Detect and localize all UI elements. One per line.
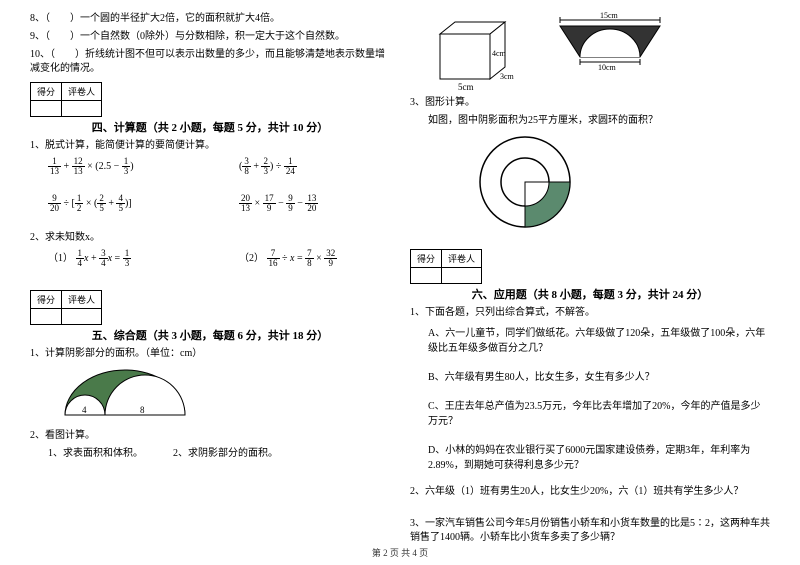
sec6-q2: 2、六年级（1）班有男生20人，比女生少20%，六（1）班共有学生多少人？ <box>410 485 770 499</box>
sec4-q1: 1、脱式计算，能简便计算的要简便计算。 <box>30 139 390 153</box>
sec4-q2: 2、求未知数x。 <box>30 231 390 245</box>
label-4: 4 <box>82 405 87 415</box>
label-8: 8 <box>140 405 145 415</box>
grader-label: 评卷人 <box>62 291 102 309</box>
score-box-sec4: 得分 评卷人 <box>30 82 102 117</box>
question-10: 10、（ ）折线统计图不但可以表示出数量的多少，而且能够清楚地表示数量增减变化的… <box>30 48 390 76</box>
box-width-label: 5cm <box>458 82 474 92</box>
score-label: 得分 <box>31 83 62 101</box>
grader-label: 评卷人 <box>442 250 482 268</box>
score-box-sec6: 得分 评卷人 <box>410 249 482 284</box>
question-8: 8、（ ）一个圆的半径扩大2倍，它的面积就扩大4倍。 <box>30 12 390 26</box>
sec6-q1c: C、王庄去年总产值为23.5万元，今年比去年增加了20%，今年的产值是多少万元？ <box>428 397 770 427</box>
formula-2a: 920 ÷ [12 × (25 + 45)] <box>48 194 199 213</box>
sec6-q3: 3、一家汽车销售公司今年5月份销售小轿车和小货车数量的比是5∶2，这两种车共销售… <box>410 517 770 545</box>
cuboid-figure: 4cm 3cm 5cm <box>430 14 520 84</box>
box-height-label: 4cm <box>492 49 507 58</box>
sec6-q1a: A、六一儿童节，同学们做纸花。六年级做了120朵，五年级做了100朵，六年级比五… <box>428 324 770 354</box>
formula-row-2: 920 ÷ [12 × (25 + 45)] 2013 × 179 − 99 −… <box>48 194 390 213</box>
equation-1: （1） 14x + 34x = 13 <box>48 249 199 268</box>
score-box-sec5: 得分 评卷人 <box>30 290 102 325</box>
section-5-title: 五、综合题（共 3 小题，每题 6 分，共计 18 分） <box>30 327 390 343</box>
section-4-title: 四、计算题（共 2 小题，每题 5 分，共计 10 分） <box>30 119 390 135</box>
eq-row: （1） 14x + 34x = 13 （2） 716 ÷ x = 78 × 32… <box>48 249 390 268</box>
sec5-q3: 3、图形计算。 <box>410 96 770 110</box>
sec5-q2a: 1、求表面积和体积。 <box>48 447 143 461</box>
page-footer: 第 2 页 共 4 页 <box>0 546 800 559</box>
formula-1b: (38 + 23) ÷ 124 <box>239 157 390 176</box>
equation-2: （2） 716 ÷ x = 78 × 329 <box>239 249 390 268</box>
sec5-q3-desc: 如图，图中阴影面积为25平方厘米，求圆环的面积？ <box>410 114 770 128</box>
eq2-label: （2） <box>239 253 264 264</box>
score-label: 得分 <box>31 291 62 309</box>
trap-arc-label: 10cm <box>598 63 617 72</box>
sec5-q2b: 2、求阴影部分的面积。 <box>173 447 278 461</box>
score-label: 得分 <box>411 250 442 268</box>
grader-label: 评卷人 <box>62 83 102 101</box>
eq1-label: （1） <box>48 253 73 264</box>
sec6-q1b: B、六年级有男生80人，比女生多，女生有多少人？ <box>428 368 770 383</box>
ring-figure <box>470 132 770 235</box>
sec6-q1: 1、下面各题，只列出综合算式，不解答。 <box>410 306 770 320</box>
box-depth-label: 3cm <box>500 72 515 81</box>
sec5-q2: 2、看图计算。 <box>30 429 390 443</box>
trapezoid-figure: 15cm 10cm <box>540 12 680 75</box>
section-6-title: 六、应用题（共 8 小题，每题 3 分，共计 24 分） <box>410 286 770 302</box>
trap-top-label: 15cm <box>600 12 619 20</box>
formula-1a: 113 + 1213 × (2.5 − 13) <box>48 157 199 176</box>
dome-figure: 4 8 <box>60 365 190 415</box>
sec6-q1d: D、小林的妈妈在农业银行买了6000元国家建设债券，定期3年，年利率为2.89%… <box>428 441 770 471</box>
question-9: 9、（ ）一个自然数（0除外）与分数相除，积一定大于这个自然数。 <box>30 30 390 44</box>
sec5-q1: 1、计算阴影部分的面积。（单位：cm） <box>30 347 390 361</box>
formula-row-1: 113 + 1213 × (2.5 − 13) (38 + 23) ÷ 124 <box>48 157 390 176</box>
formula-2b: 2013 × 179 − 99 − 1320 <box>239 194 390 213</box>
